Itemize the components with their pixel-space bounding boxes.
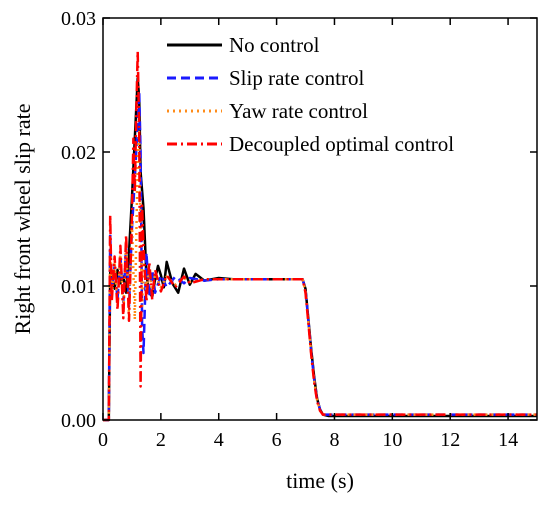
legend-label-3: Decoupled optimal control — [229, 132, 454, 156]
x-tick-label: 10 — [382, 429, 402, 451]
series-layer — [103, 50, 537, 422]
y-tick-label: 0.00 — [61, 410, 96, 432]
x-tick-label: 0 — [98, 429, 108, 451]
y-tick-label: 0.02 — [61, 142, 96, 164]
plot-frame — [102, 17, 538, 421]
y-tick-label: 0.01 — [61, 276, 96, 298]
x-tick-label: 2 — [156, 429, 166, 451]
ticks-layer: 0 2 4 6 8 10 12 14 0.00 0.01 0.02 0.03 — [61, 8, 537, 451]
x-tick-label: 4 — [214, 429, 224, 451]
x-axis-title: time (s) — [286, 468, 354, 493]
x-tick-label: 6 — [272, 429, 282, 451]
legend-label-0: No control — [229, 33, 320, 57]
x-tick-label: 14 — [498, 429, 518, 451]
x-tick-label: 8 — [329, 429, 339, 451]
y-tick-label: 0.03 — [61, 8, 96, 30]
legend-label-1: Slip rate control — [229, 66, 364, 90]
legend: No control Slip rate control Yaw rate cont… — [167, 33, 454, 156]
y-axis-title: Right front wheel slip rate — [10, 104, 35, 335]
series-line-0 — [103, 77, 537, 422]
x-tick-label: 12 — [440, 429, 460, 451]
legend-label-2: Yaw rate control — [229, 99, 368, 123]
